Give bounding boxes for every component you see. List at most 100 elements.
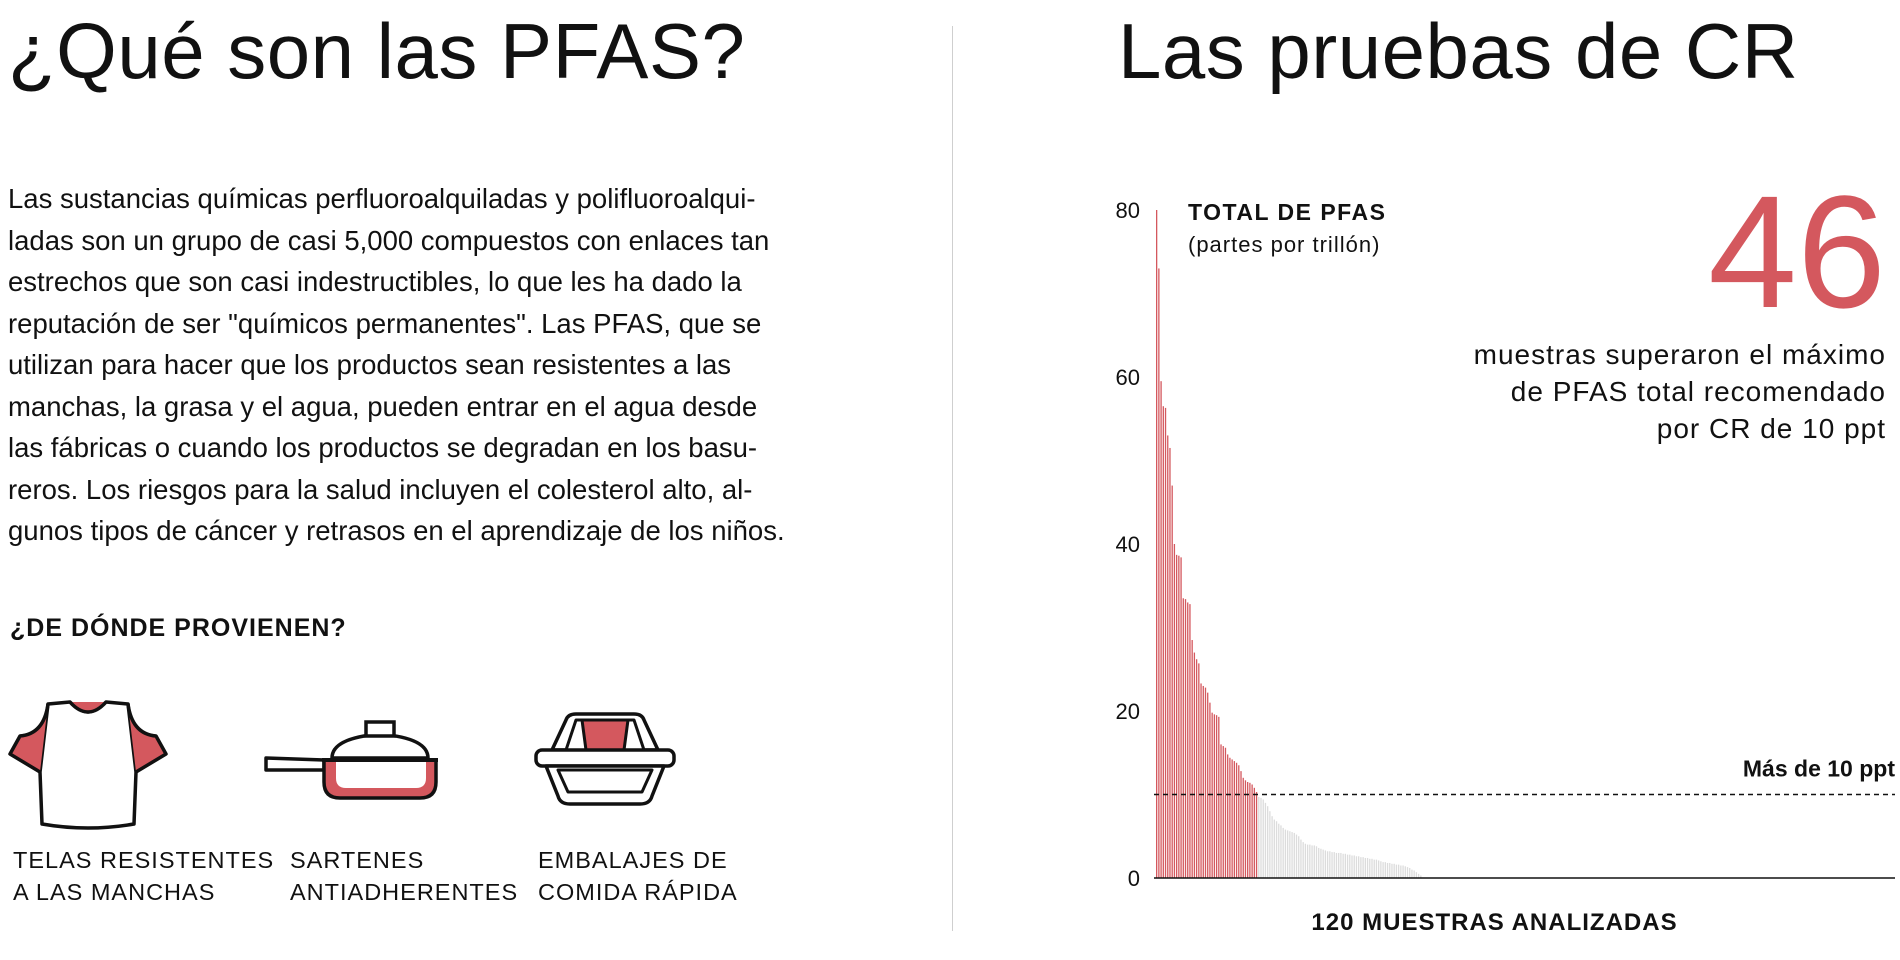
bar	[1267, 806, 1269, 878]
bar	[1184, 599, 1187, 878]
bar	[1289, 831, 1291, 878]
source-label-line: A LAS MANCHAS	[13, 879, 216, 905]
bar	[1211, 712, 1213, 878]
bar	[1222, 746, 1224, 878]
bar	[1326, 851, 1329, 878]
bar	[1373, 859, 1375, 878]
bar	[1380, 861, 1382, 878]
bar	[1395, 864, 1398, 878]
chart-subtitle: (partes por trillón)	[1188, 232, 1380, 257]
bar	[1318, 847, 1320, 878]
exceedance-caption: muestras superaron el máximo de PFAS tot…	[1474, 336, 1886, 447]
bar	[1282, 827, 1284, 878]
bar	[1364, 857, 1366, 878]
bar	[1302, 842, 1304, 878]
bar	[1411, 869, 1413, 878]
bar	[1346, 854, 1349, 878]
bar	[1218, 716, 1220, 878]
bar	[1193, 652, 1196, 878]
intro-line: gunos tipos de cáncer y retrasos en el a…	[8, 515, 785, 546]
bar	[1200, 683, 1202, 878]
bar	[1162, 406, 1164, 878]
bar	[1355, 856, 1358, 878]
bar	[1322, 849, 1324, 878]
bar	[1309, 844, 1311, 878]
bar	[1320, 848, 1322, 878]
bar	[1369, 858, 1371, 878]
intro-line: reros. Los riesgos para la salud incluye…	[8, 473, 753, 505]
bar	[1278, 823, 1280, 878]
bar	[1353, 855, 1355, 878]
bar	[1351, 855, 1353, 878]
bar	[1291, 832, 1293, 878]
bar	[1420, 875, 1422, 878]
source-label-line: TELAS RESISTENTES	[13, 847, 275, 873]
bar	[1171, 485, 1173, 878]
bar	[1366, 857, 1369, 878]
bar	[1233, 761, 1235, 878]
t-shirt-icon	[8, 700, 168, 830]
bar	[1264, 802, 1267, 878]
bar	[1202, 685, 1204, 878]
exceedance-count: 46	[1708, 162, 1886, 341]
bar	[1340, 852, 1342, 878]
bar	[1324, 850, 1327, 878]
source-label-line: COMIDA RÁPIDA	[538, 879, 738, 905]
section-title-pfas: ¿Qué son las PFAS?	[8, 7, 746, 95]
intro-line: estrechos que son casi indestructibles, …	[8, 266, 742, 297]
bar	[1255, 792, 1258, 878]
bar	[1247, 781, 1249, 878]
bar	[1175, 554, 1178, 878]
bar	[1191, 640, 1193, 878]
bar	[1378, 860, 1380, 878]
bar	[1160, 381, 1162, 878]
bar	[1187, 602, 1189, 878]
bar	[1371, 858, 1373, 878]
intro-line: manchas, la grasa y el agua, pueden entr…	[8, 390, 758, 422]
bar	[1204, 687, 1207, 878]
source-label: EMBALAJES DE COMIDA RÁPIDA	[538, 844, 738, 908]
bar	[1393, 863, 1395, 878]
bar	[1235, 762, 1238, 878]
bar	[1195, 659, 1198, 878]
bar	[1178, 555, 1180, 878]
bar	[1389, 862, 1391, 878]
bar	[1300, 839, 1302, 878]
bar	[1402, 865, 1404, 878]
bar	[1220, 744, 1222, 878]
bar	[1286, 830, 1289, 878]
bar	[1293, 832, 1295, 878]
x-axis-label: 120 MUESTRAS ANALIZADAS	[1311, 909, 1677, 936]
bar	[1229, 757, 1231, 878]
chart-title: TOTAL DE PFAS	[1188, 199, 1386, 225]
bar	[1189, 604, 1191, 878]
bar	[1158, 268, 1160, 878]
source-label: TELAS RESISTENTES A LAS MANCHAS	[13, 844, 274, 908]
column-divider	[952, 26, 953, 931]
bar	[1227, 754, 1229, 878]
bar	[1169, 447, 1171, 878]
bar	[1244, 780, 1247, 878]
bar	[1275, 821, 1278, 878]
bar	[1397, 864, 1400, 878]
bar	[1271, 816, 1273, 878]
bar	[1417, 873, 1420, 878]
bar	[1262, 799, 1264, 878]
bar	[1362, 857, 1364, 879]
bar	[1382, 862, 1384, 878]
bar	[1284, 829, 1287, 878]
bar	[1224, 747, 1227, 878]
bar	[1415, 872, 1418, 878]
bar	[1342, 853, 1344, 878]
bar	[1251, 784, 1253, 878]
bar	[1182, 598, 1184, 878]
bar	[1391, 863, 1393, 878]
bar	[1384, 862, 1386, 878]
bar	[1258, 797, 1260, 878]
bar	[1249, 782, 1251, 878]
exceedance-caption-line: por CR de 10 ppt	[1656, 413, 1886, 444]
bar	[1213, 714, 1216, 878]
intro-paragraph: Las sustancias químicas perfluoroalquila…	[8, 178, 878, 552]
bar	[1156, 210, 1158, 878]
bar	[1331, 852, 1333, 878]
